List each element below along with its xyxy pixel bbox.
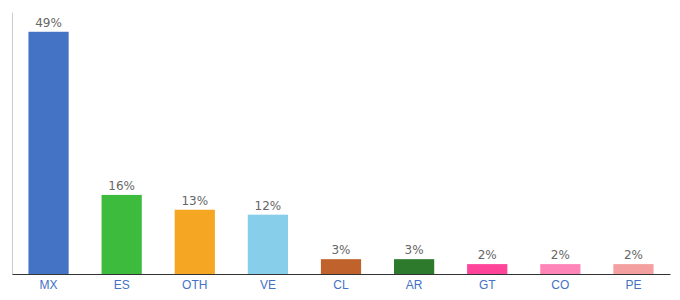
x-axis: MX ES OTH VE CL AR GT CO PE [13, 274, 671, 292]
bar [613, 264, 653, 274]
data-label: 12% [255, 199, 282, 213]
x-tick-label: CL [333, 278, 349, 292]
x-tick-label: PE [625, 278, 641, 292]
y-axis-line [12, 13, 13, 275]
x-tick: OTH [182, 274, 207, 292]
x-tick: VE [260, 274, 276, 292]
bar [248, 215, 288, 274]
bar [102, 195, 142, 274]
x-tick: ES [114, 274, 130, 292]
bar [540, 264, 580, 274]
data-label: 2% [624, 248, 643, 262]
bar [321, 259, 361, 274]
x-tick: CO [551, 274, 569, 292]
data-label: 3% [331, 243, 350, 257]
chart-container: MX ES OTH VE CL AR GT CO PE 49% 16% 13% 12% 3% 3% 2% 2% 2… [0, 0, 680, 300]
x-tick-label: VE [260, 278, 276, 292]
bar [175, 210, 215, 274]
x-tick: CL [333, 274, 349, 292]
data-label: 2% [551, 248, 570, 262]
bar [28, 32, 68, 274]
x-tick-label: GT [479, 278, 496, 292]
x-tick: MX [40, 274, 58, 292]
x-tick: GT [479, 274, 496, 292]
bar [467, 264, 507, 274]
plot: MX ES OTH VE CL AR GT CO PE 49% 16% 13% 12% 3% 3% 2% 2% 2… [13, 13, 671, 292]
x-axis-line [13, 274, 671, 275]
data-label: 49% [35, 16, 62, 30]
data-label: 3% [405, 243, 424, 257]
data-labels: 49% 16% 13% 12% 3% 3% 2% 2% 2% [35, 16, 643, 262]
bars [28, 32, 653, 274]
data-label: 16% [108, 179, 135, 193]
x-tick: AR [406, 274, 423, 292]
x-tick-label: OTH [182, 278, 207, 292]
x-tick-label: CO [551, 278, 569, 292]
data-label: 13% [181, 194, 208, 208]
chart-svg: MX ES OTH VE CL AR GT CO PE 49% 16% 13% 12% 3% 3% 2% 2% 2… [0, 0, 680, 300]
data-label: 2% [478, 248, 497, 262]
x-tick: PE [625, 274, 641, 292]
x-tick-label: AR [406, 278, 423, 292]
x-tick-label: MX [40, 278, 58, 292]
x-tick-label: ES [114, 278, 130, 292]
bar [394, 259, 434, 274]
y-axis [12, 13, 13, 275]
